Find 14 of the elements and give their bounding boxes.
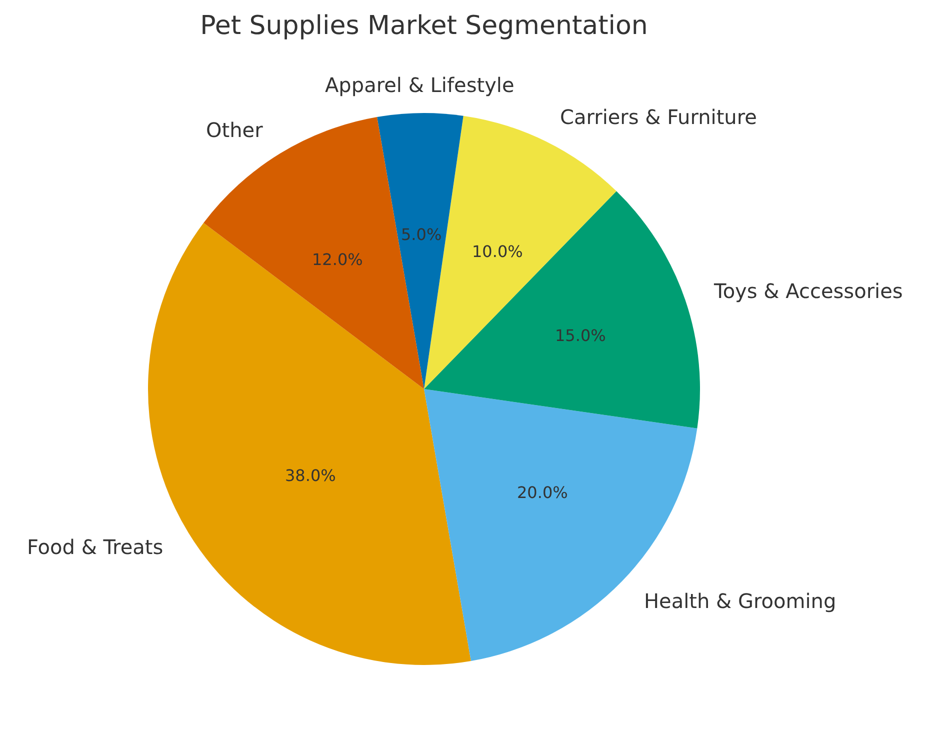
- slice-label: Other: [206, 118, 264, 142]
- slice-label: Carriers & Furniture: [560, 105, 757, 129]
- data-label: 20.0%: [517, 483, 568, 502]
- slice-label: Food & Treats: [27, 535, 164, 559]
- slice-label: Health & Grooming: [644, 589, 836, 613]
- data-label: 10.0%: [472, 242, 523, 261]
- data-label: 12.0%: [312, 250, 363, 269]
- chart-title: Pet Supplies Market Segmentation: [200, 11, 648, 42]
- data-label: 5.0%: [401, 225, 442, 244]
- data-label: 15.0%: [555, 326, 606, 345]
- slice-label: Toys & Accessories: [713, 279, 903, 303]
- pie-slice: [377, 113, 464, 389]
- data-label: 38.0%: [285, 466, 336, 485]
- slice-label: Apparel & Lifestyle: [325, 73, 514, 97]
